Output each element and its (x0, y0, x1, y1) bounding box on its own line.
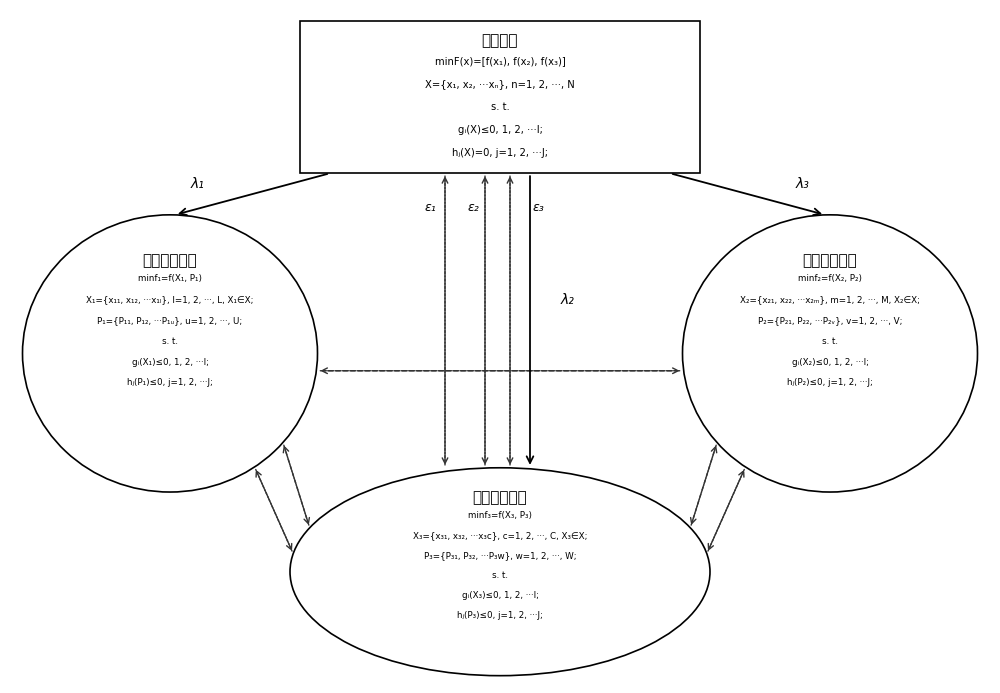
Text: gᵢ(X)≤0, 1, 2, ···I;: gᵢ(X)≤0, 1, 2, ···I; (458, 125, 542, 134)
Text: hⱼ(X)=0, j=1, 2, ···J;: hⱼ(X)=0, j=1, 2, ···J; (452, 148, 548, 157)
Text: 协同控制: 协同控制 (482, 33, 518, 49)
Text: minf₂=f(X₂, P₂): minf₂=f(X₂, P₂) (798, 274, 862, 283)
Text: s. t.: s. t. (822, 337, 838, 346)
Text: ε₂: ε₂ (467, 202, 479, 214)
Text: P₃={P₃₁, P₃₂, ···P₃w}, w=1, 2, ···, W;: P₃={P₃₁, P₃₂, ···P₃w}, w=1, 2, ···, W; (424, 551, 576, 560)
Text: P₁={P₁₁, P₁₂, ···P₁ᵤ}, u=1, 2, ···, U;: P₁={P₁₁, P₁₂, ···P₁ᵤ}, u=1, 2, ···, U; (97, 316, 243, 325)
Text: s. t.: s. t. (492, 571, 508, 580)
Text: minF(x)=[f(x₁), f(x₂), f(x₃)]: minF(x)=[f(x₁), f(x₂), f(x₃)] (435, 56, 565, 66)
Ellipse shape (22, 215, 318, 492)
Text: s. t.: s. t. (491, 102, 509, 112)
Text: gᵢ(X₁)≤0, 1, 2, ···I;: gᵢ(X₁)≤0, 1, 2, ···I; (132, 358, 208, 367)
Text: ε₃: ε₃ (532, 202, 544, 214)
Text: λ₂: λ₂ (561, 292, 575, 307)
Text: X₁={x₁₁, x₁₂, ···x₁ₗ}, l=1, 2, ···, L, X₁∈X;: X₁={x₁₁, x₁₂, ···x₁ₗ}, l=1, 2, ···, L, X… (86, 295, 254, 304)
Text: λ₃: λ₃ (796, 177, 809, 191)
Text: X₂={x₂₁, x₂₂, ···x₂ₘ}, m=1, 2, ···, M, X₂∈X;: X₂={x₂₁, x₂₂, ···x₂ₘ}, m=1, 2, ···, M, X… (740, 295, 920, 304)
Text: ε₁: ε₁ (424, 202, 436, 214)
Text: λ₁: λ₁ (191, 177, 204, 191)
Text: 物质流子系统: 物质流子系统 (143, 254, 197, 269)
Text: hⱼ(P₁)≤0, j=1, 2, ···J;: hⱼ(P₁)≤0, j=1, 2, ···J; (127, 378, 213, 387)
Text: X={x₁, x₂, ···xₙ}, n=1, 2, ···, N: X={x₁, x₂, ···xₙ}, n=1, 2, ···, N (425, 79, 575, 89)
Ellipse shape (682, 215, 978, 492)
Text: P₂={P₂₁, P₂₂, ···P₂ᵥ}, v=1, 2, ···, V;: P₂={P₂₁, P₂₂, ···P₂ᵥ}, v=1, 2, ···, V; (758, 316, 902, 325)
Text: s. t.: s. t. (162, 337, 178, 346)
Text: hⱼ(P₂)≤0, j=1, 2, ···J;: hⱼ(P₂)≤0, j=1, 2, ···J; (787, 378, 873, 387)
Text: 信息流子系统: 信息流子系统 (473, 491, 527, 506)
Text: hⱼ(P₃)≤0, j=1, 2, ···J;: hⱼ(P₃)≤0, j=1, 2, ···J; (457, 611, 543, 620)
Text: X₃={x₃₁, x₃₂, ···x₃c}, c=1, 2, ···, C, X₃∈X;: X₃={x₃₁, x₃₂, ···x₃c}, c=1, 2, ···, C, X… (413, 531, 587, 540)
Text: minf₁=f(X₁, P₁): minf₁=f(X₁, P₁) (138, 274, 202, 283)
Text: minf₃=f(X₃, P₃): minf₃=f(X₃, P₃) (468, 511, 532, 520)
FancyBboxPatch shape (300, 21, 700, 173)
Text: gᵢ(X₂)≤0, 1, 2, ···I;: gᵢ(X₂)≤0, 1, 2, ···I; (792, 358, 868, 367)
Text: gᵢ(X₃)≤0, 1, 2, ···I;: gᵢ(X₃)≤0, 1, 2, ···I; (462, 591, 538, 600)
Ellipse shape (290, 468, 710, 676)
Text: 能量流子系统: 能量流子系统 (803, 254, 857, 269)
